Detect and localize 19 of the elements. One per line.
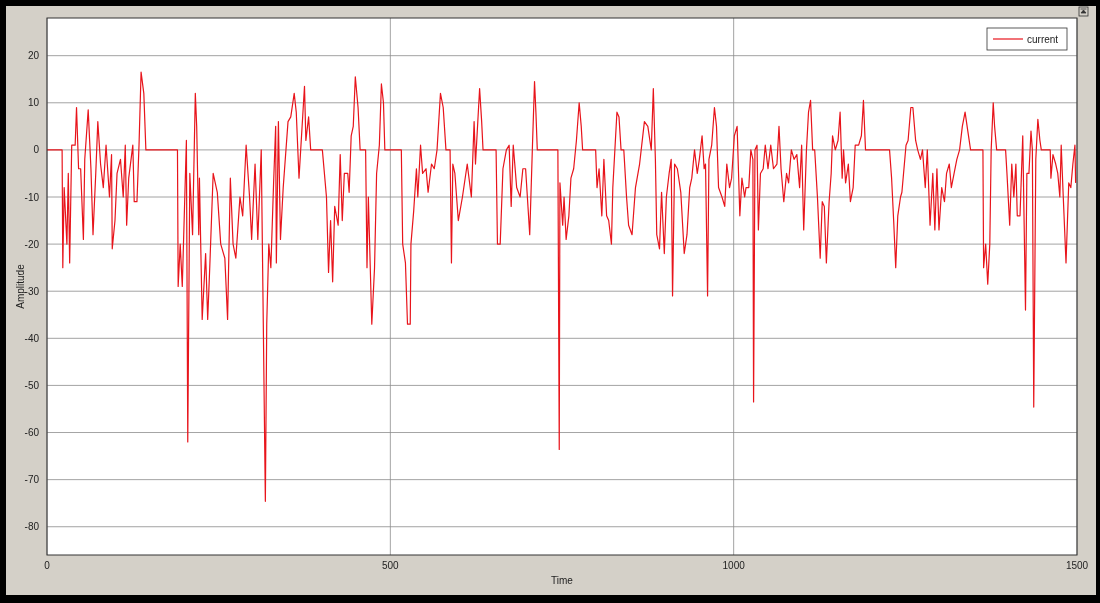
- y-tick-label: -70: [24, 474, 40, 486]
- line-series: [46, 71, 1077, 502]
- y-tick-label: -80: [24, 521, 40, 533]
- x-tick-label: 1500: [1065, 560, 1089, 571]
- y-tick-label: 10: [27, 97, 40, 109]
- y-tick-label: -20: [24, 238, 40, 250]
- y-tick-label: -30: [24, 285, 40, 297]
- x-tick-label: 0: [44, 560, 51, 571]
- y-tick-label: -40: [24, 332, 40, 344]
- legend-label: current: [1027, 34, 1059, 45]
- y-tick-label: -10: [24, 191, 40, 203]
- x-tick-label: 500: [381, 560, 400, 571]
- y-tick-label: 0: [33, 144, 40, 156]
- y-tick-label: 20: [27, 50, 40, 62]
- y-tick-label: -60: [24, 427, 40, 439]
- x-axis-title: Time: [551, 575, 574, 586]
- y-axis-title: Amplitude: [15, 263, 26, 309]
- y-tick-label: -50: [24, 379, 40, 391]
- x-tick-label: 1000: [722, 560, 746, 571]
